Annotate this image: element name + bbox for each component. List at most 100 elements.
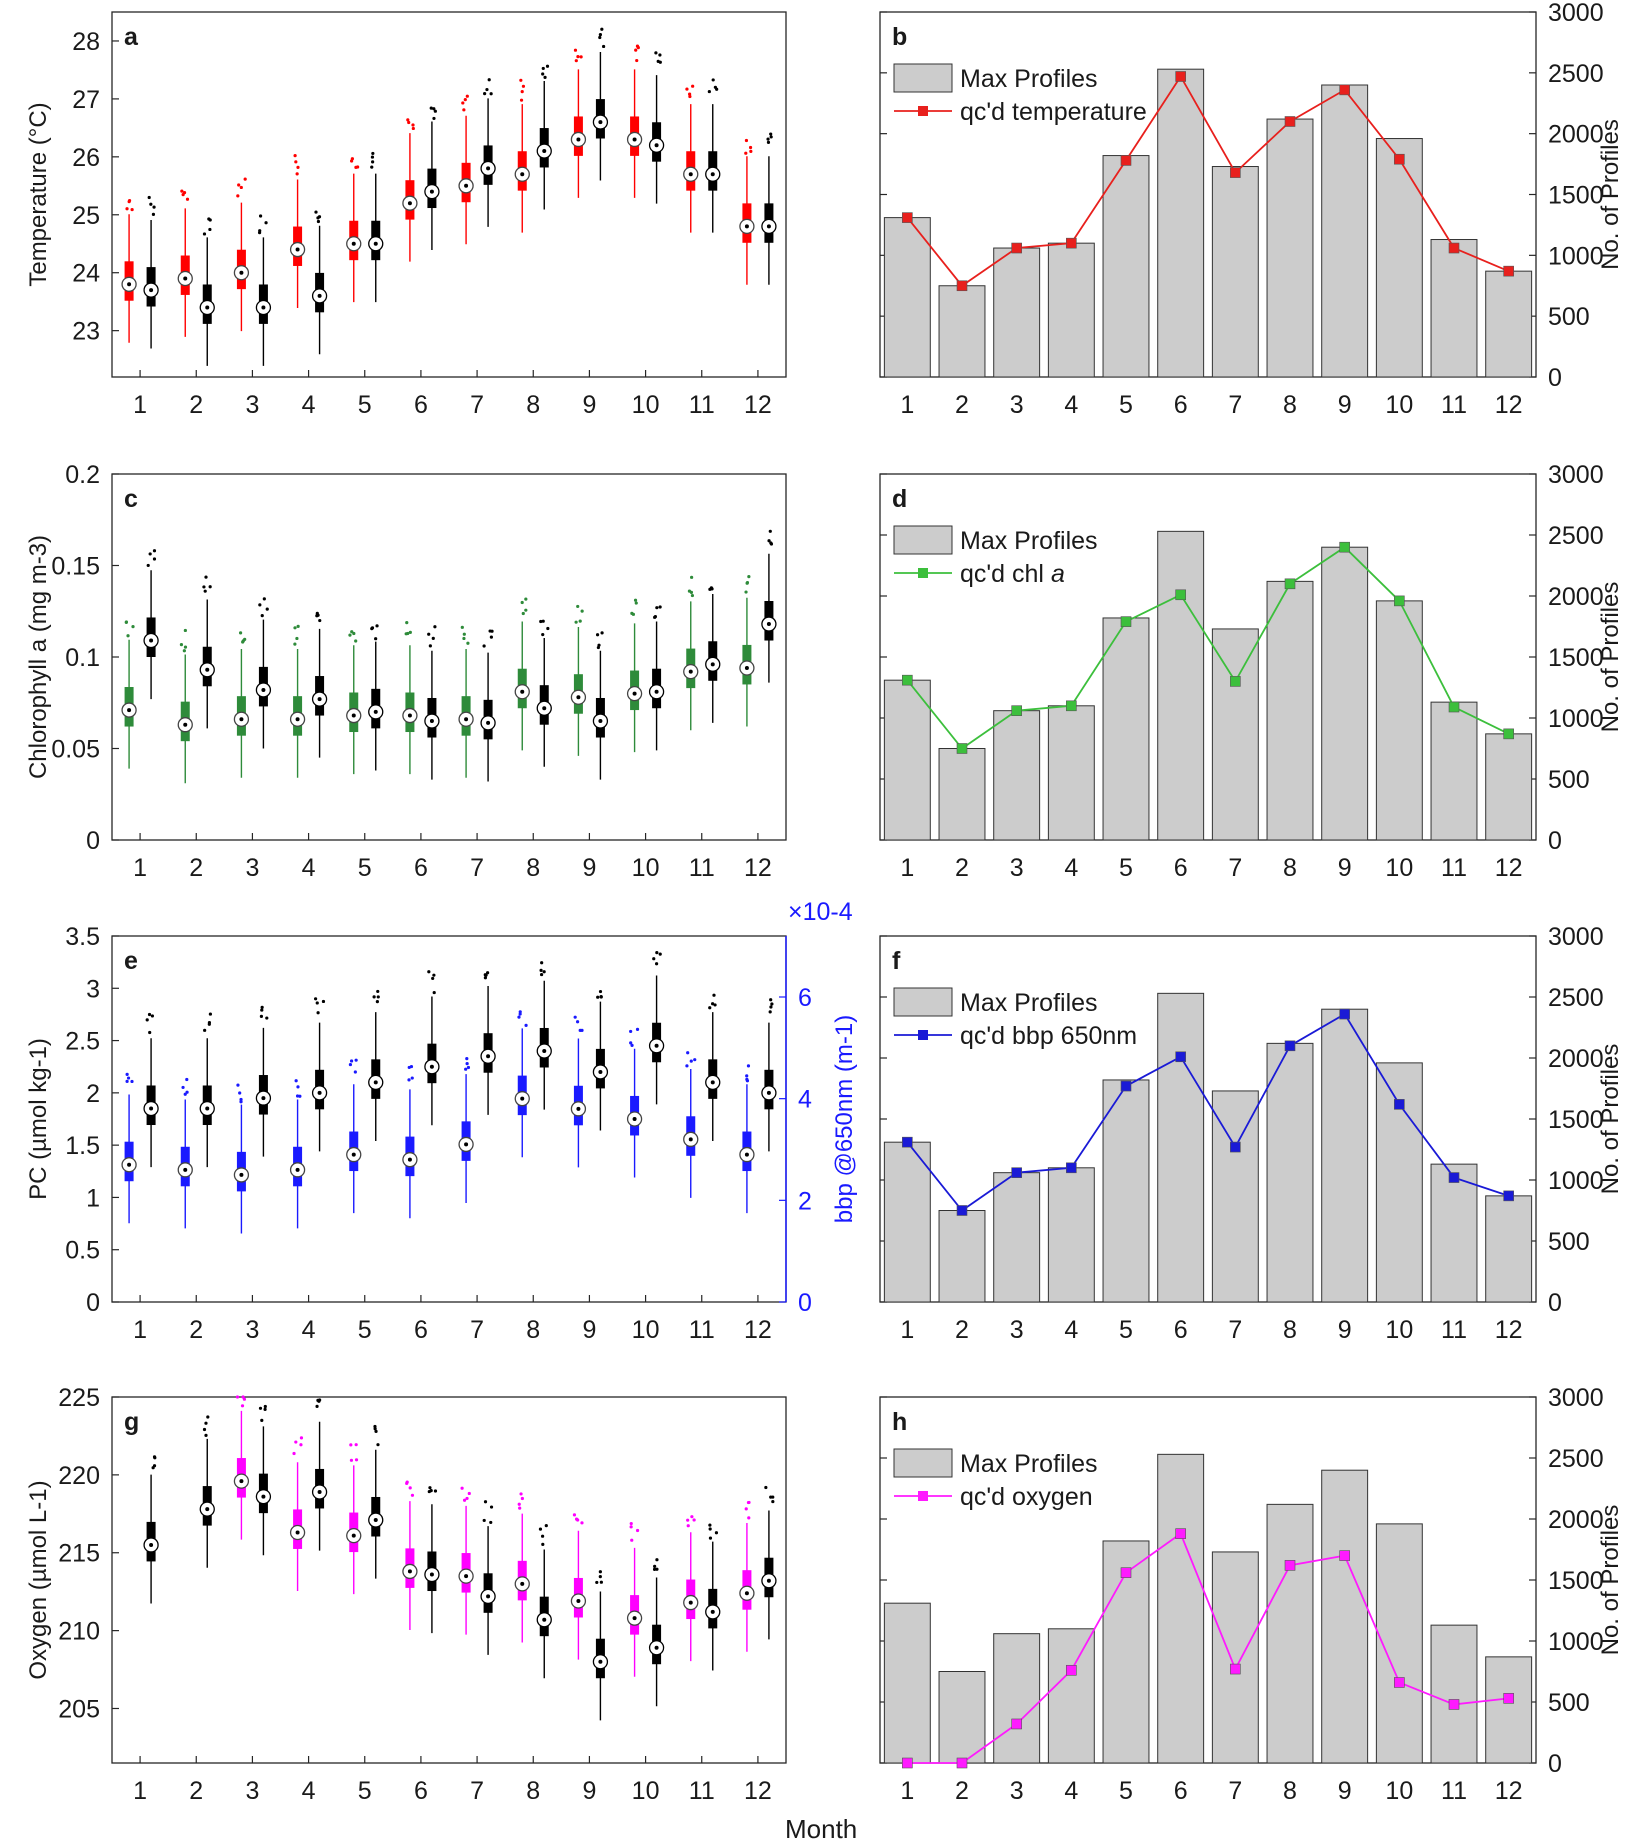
legend-swatch-bar [893,63,953,93]
outlier-point [294,1440,298,1444]
svg-text:No. of Profiles: No. of Profiles [1597,119,1624,270]
y-tick-label: 0.5 [65,1237,100,1265]
x-tick-label: 7 [1228,1316,1242,1344]
outlier-point [466,641,470,645]
box-median-dot [654,689,659,694]
legend-swatch-bar [893,525,953,555]
y-tick-label: 27 [72,86,100,114]
outlier-point [489,1520,493,1525]
outlier-point [748,145,753,150]
x-tick-label: 1 [133,1316,147,1344]
outlier-point [313,997,318,1001]
x-tick-label: 3 [1010,854,1024,882]
outlier-point [690,575,694,579]
outlier-point [429,1489,433,1493]
x-tick-label: 8 [1283,1316,1297,1344]
outlier-point [462,636,466,641]
line-marker [1175,1051,1186,1063]
box-median-dot [261,1096,266,1101]
outlier-point [635,44,640,48]
outlier-point [124,620,129,624]
outlier-point [145,1018,149,1022]
legend-swatch-marker [918,1030,928,1040]
outlier-point [410,1493,415,1497]
box-median-dot [261,1494,266,1499]
outlier-point [541,633,545,637]
box-median-dot [407,713,412,718]
y-right-tick-label: 4 [798,1086,812,1114]
line-marker [1066,237,1077,249]
bar [1321,546,1369,841]
outlier-point [524,608,528,612]
outlier-point [375,1000,379,1004]
x-tick-label: 7 [470,1316,484,1344]
bar [1157,992,1205,1303]
x-tick-label: 1 [900,854,914,882]
outlier-point [432,990,436,995]
outlier-point [376,1443,380,1447]
box-median-dot [710,1080,715,1085]
box-median-dot [576,695,581,700]
panel-letter: b [892,23,907,51]
outlier-point [371,160,375,164]
outlier-point [180,189,184,193]
outlier-point [629,1522,633,1526]
line-marker [956,280,968,292]
outlier-point [407,120,411,125]
x-tick-label: 6 [414,1777,428,1805]
line-marker [1284,116,1296,127]
x-tick-label: 11 [689,1777,715,1805]
box-median-dot [766,622,771,627]
x-tick-label: 6 [1174,854,1188,882]
bar [1375,1062,1423,1303]
outlier-point [654,962,659,966]
outlier-point [350,157,354,161]
outlier-point [578,619,582,623]
outlier-point [539,619,543,624]
line-marker [956,743,968,754]
bar [938,1671,986,1764]
outlier-point [125,1079,129,1083]
box-median-dot [520,1096,525,1101]
line-marker [1394,1099,1405,1110]
box-median-dot [576,137,581,142]
outlier-point [580,609,584,613]
outlier-point [376,995,380,999]
x-tick-label: 2 [189,854,203,882]
y-axis-label: No. of Profiles [1597,582,1624,733]
x-tick-label: 2 [189,1777,203,1805]
outlier-point [483,1500,488,1504]
x-tick-label: 4 [302,391,316,419]
outlier-point [465,1057,469,1061]
bar [1211,628,1259,841]
bar [1102,617,1150,841]
outlier-point [771,1499,775,1504]
outlier-point [520,1496,524,1501]
box-median-dot [632,1616,637,1621]
box-median-dot [317,697,322,702]
outlier-point [183,645,188,649]
line-marker [1503,1693,1514,1704]
box-median-dot [351,1533,356,1538]
legend-swatch-marker [918,568,928,578]
outlier-point [315,611,319,615]
outlier-point [746,1500,751,1505]
outlier-point [460,1486,464,1490]
box-median-dot [744,665,749,670]
box-median-dot [317,1090,322,1095]
axes-frame [111,935,787,1303]
box-median-dot [351,241,356,246]
line-marker [956,1205,968,1216]
outlier-point [314,210,318,214]
legend-label-line: qc'd chl a [960,560,1065,588]
box-median-dot [205,1507,210,1512]
box-median-dot [598,719,603,724]
outlier-point [686,1524,690,1528]
outlier-point [295,1094,300,1098]
x-tick-label: 10 [632,1777,660,1805]
outlier-point [658,605,662,609]
outlier-point [243,177,247,181]
outlier-point [429,106,433,110]
